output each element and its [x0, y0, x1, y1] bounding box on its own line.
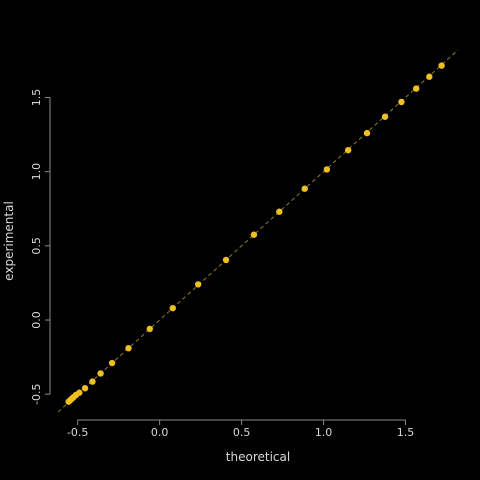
data-point: [344, 146, 352, 154]
y-tick-label: 0.0: [30, 311, 43, 329]
data-point: [438, 62, 445, 69]
data-points: [65, 62, 445, 405]
data-point: [89, 378, 96, 385]
reference-line: [57, 49, 459, 413]
x-tick-label: 0.5: [233, 426, 251, 439]
y-tick-label: 0.5: [30, 237, 43, 255]
y-tick-label: 1.0: [30, 163, 43, 181]
x-axis-label: theoretical: [226, 450, 290, 464]
data-point: [169, 304, 176, 312]
data-point: [146, 325, 154, 333]
data-point: [381, 113, 389, 120]
data-point: [412, 85, 420, 92]
data-point: [125, 345, 132, 352]
data-point: [108, 359, 116, 367]
data-point: [426, 73, 433, 80]
y-axis-label: experimental: [2, 201, 16, 281]
data-point: [81, 385, 89, 392]
axes: -0.5 0.0 0.5 1.0 1.5 -0.5 0.0 0.5 1.0 1.5: [30, 89, 414, 439]
data-point: [363, 129, 371, 137]
data-point: [323, 166, 331, 173]
data-point: [301, 185, 308, 192]
data-point: [76, 389, 83, 396]
x-tick-label: -0.5: [67, 426, 88, 439]
x-tick-label: 1.0: [315, 426, 333, 439]
data-point: [194, 281, 202, 288]
data-point: [222, 256, 230, 264]
data-point: [398, 98, 405, 106]
x-tick-label: 1.5: [397, 426, 415, 439]
y-tick-label: -0.5: [30, 383, 43, 404]
data-point: [250, 231, 258, 238]
data-point: [276, 208, 283, 215]
x-tick-label: 0.0: [151, 426, 169, 439]
data-point: [97, 370, 104, 377]
y-tick-label: 1.5: [30, 89, 43, 107]
